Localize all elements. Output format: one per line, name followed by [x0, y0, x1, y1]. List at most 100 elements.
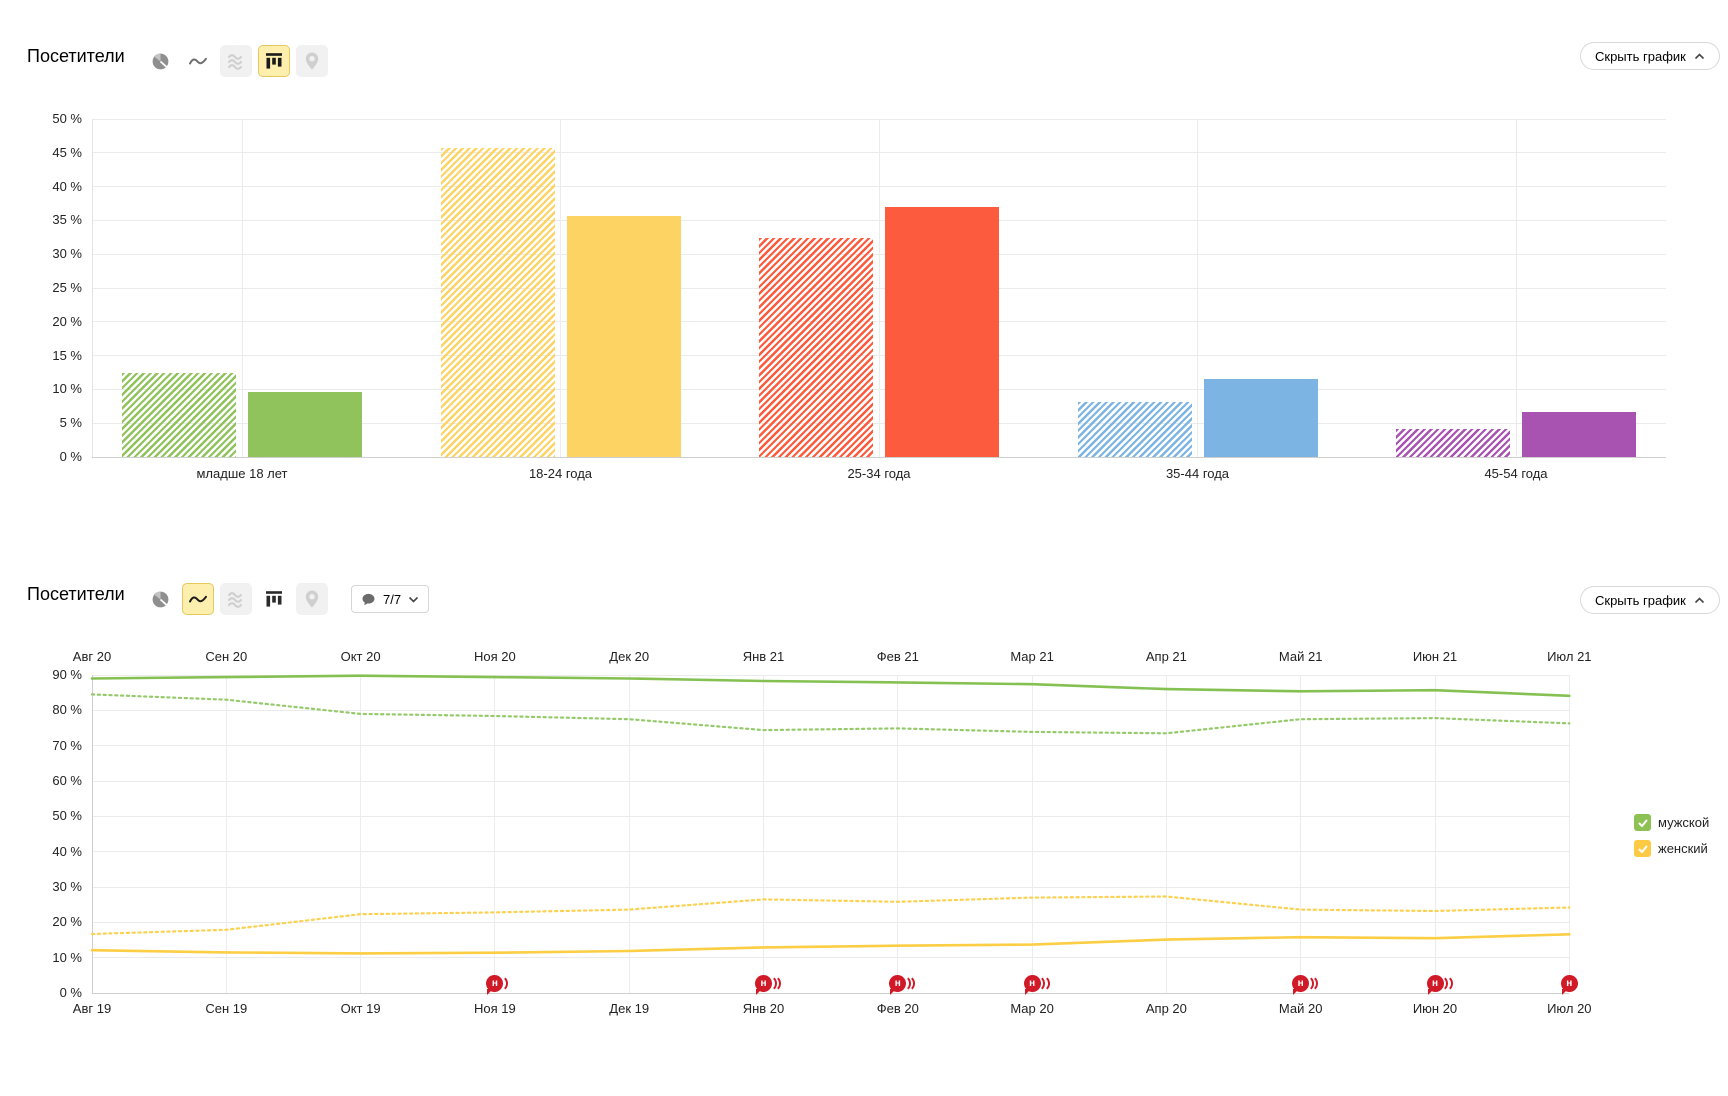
annotation-bubble: н: [1560, 975, 1578, 992]
annotation-stack-arc: [1033, 975, 1050, 992]
legend-label: женский: [1658, 841, 1708, 856]
y-axis-tick-label: 40 %: [52, 843, 82, 859]
x-axis-label-top: Фев 21: [876, 649, 919, 664]
map-pin-glyph: [305, 590, 319, 608]
x-axis-label-top: Дек 20: [609, 649, 650, 664]
stacked-area-icon: [220, 45, 252, 77]
comments-dropdown[interactable]: 7/7: [351, 585, 430, 613]
gridline-vertical: [360, 675, 362, 993]
hide-bar-chart-button[interactable]: Скрыть график: [1580, 42, 1720, 70]
hide-line-chart-button[interactable]: Скрыть график: [1580, 586, 1720, 614]
line-chart-glyph: [189, 57, 207, 65]
gridline-horizontal: [92, 456, 1666, 458]
stacked-area-icon: [220, 583, 252, 615]
legend-label: мужской: [1658, 815, 1710, 830]
bar-solid-2[interactable]: [885, 206, 999, 457]
annotation-marker-Июн 20[interactable]: н: [1426, 975, 1453, 995]
x-axis-label-bottom: Окт 19: [340, 1001, 381, 1016]
bar-solid-4[interactable]: [1522, 411, 1636, 457]
comment-bubble-icon: [362, 593, 375, 605]
line-series-женский-comparison[interactable]: [90, 895, 1571, 936]
y-axis-line: [91, 119, 93, 457]
pie-chart-icon[interactable]: [144, 45, 176, 77]
bar-hatched-1[interactable]: [440, 148, 555, 457]
line-series-мужской-current[interactable]: [90, 674, 1571, 698]
bar-solid-0[interactable]: [248, 392, 362, 457]
y-axis-tick-label: 30 %: [52, 879, 82, 894]
gridline-horizontal: [92, 921, 1570, 923]
annotation-marker-Мар 20[interactable]: н: [1023, 975, 1050, 995]
bar-chart-icon[interactable]: [258, 583, 290, 615]
annotation-stack-arc: [1028, 975, 1046, 992]
annotation-marker-Май 20[interactable]: н: [1292, 975, 1319, 995]
legend-item-мужской[interactable]: мужской: [1634, 814, 1709, 831]
x-axis-label-bottom: Сен 19: [205, 1001, 248, 1016]
hide-line-chart-button-label: Скрыть график: [1595, 592, 1686, 608]
y-axis-tick-label: 50 %: [52, 808, 82, 824]
gridline-horizontal: [92, 780, 1570, 782]
legend-checkbox[interactable]: [1634, 840, 1651, 857]
legend-checkbox[interactable]: [1634, 814, 1651, 831]
x-axis-label-top: Мар 21: [1010, 649, 1054, 664]
bar-hatched-3[interactable]: [1077, 401, 1192, 457]
y-axis-tick-label: 80 %: [52, 702, 82, 718]
map-pin-icon: [296, 45, 328, 77]
x-axis-label: младше 18 лет: [196, 466, 288, 481]
map-pin-glyph: [305, 52, 319, 70]
x-axis-label-bottom: Дек 19: [609, 1001, 650, 1016]
gridline-horizontal: [92, 992, 1570, 994]
y-axis-tick-label: 25 %: [52, 280, 82, 295]
x-axis-label-bottom: Июл 20: [1547, 1001, 1592, 1016]
annotation-bubble: н: [755, 975, 772, 992]
x-axis-label: 35-44 года: [1165, 466, 1230, 481]
comments-dropdown-value: 7/7: [383, 591, 402, 607]
bar-hatched-0[interactable]: [122, 372, 236, 457]
gridline-vertical: [1165, 675, 1167, 993]
bar-chart-icon[interactable]: [258, 45, 290, 77]
pie-chart-icon[interactable]: [144, 583, 176, 615]
annotation-marker-Июл 20[interactable]: н: [1560, 975, 1579, 995]
chevron-up-icon: [1694, 596, 1704, 603]
bar-solid-1[interactable]: [566, 215, 681, 457]
hide-bar-chart-button-label: Скрыть график: [1595, 48, 1686, 64]
y-axis-tick-label: 40 %: [52, 178, 82, 194]
bar-hatched-4[interactable]: [1396, 429, 1510, 457]
annotation-marker-Янв 20[interactable]: н: [755, 975, 781, 995]
line-chart-legend: мужской женский: [1634, 814, 1709, 866]
line-chart-icon[interactable]: [182, 583, 214, 615]
chevron-down-icon: [409, 596, 419, 603]
annotation-marker-Ноя 19[interactable]: н: [486, 975, 508, 995]
gridline-horizontal: [92, 709, 1570, 711]
x-axis-label-bottom: Май 20: [1278, 1001, 1323, 1016]
annotation-stack-arc: [1301, 975, 1319, 992]
stacked-area-glyph: [227, 54, 243, 70]
gridline-vertical: [1197, 119, 1198, 457]
y-axis-tick-label: 45 %: [52, 144, 82, 160]
gridline-horizontal: [92, 851, 1570, 853]
x-axis-label-top: Ноя 20: [474, 649, 516, 664]
gridline-horizontal: [92, 674, 1570, 676]
gridline-vertical: [1568, 675, 1570, 993]
legend-item-женский[interactable]: женский: [1634, 840, 1709, 857]
annotation-bubble-tail: [1561, 989, 1568, 995]
line-chart-glyph: [189, 595, 207, 603]
x-axis-label-top: Окт 20: [340, 649, 381, 664]
chevron-up-icon: [1694, 52, 1704, 59]
line-chart-icon[interactable]: [182, 45, 214, 77]
bar-solid-3[interactable]: [1203, 378, 1318, 457]
annotation-marker-Фев 20[interactable]: н: [889, 975, 916, 995]
annotation-stack-arc: [1436, 975, 1453, 992]
annotation-bubble: н: [1426, 975, 1444, 992]
annotation-bubble: н: [889, 975, 907, 992]
line-series-женский-current[interactable]: [90, 932, 1571, 955]
stacked-area-glyph: [227, 592, 243, 608]
gridline-vertical: [1300, 675, 1302, 993]
line-section-title: Посетители: [27, 584, 125, 604]
bar-hatched-2[interactable]: [759, 237, 873, 457]
gridline-vertical: [897, 675, 899, 993]
line-series-мужской-comparison[interactable]: [90, 693, 1571, 735]
annotation-bubble-tail: [890, 989, 897, 995]
x-axis-label-top: Авг 20: [72, 649, 112, 664]
annotation-stack-arc: [760, 975, 777, 992]
